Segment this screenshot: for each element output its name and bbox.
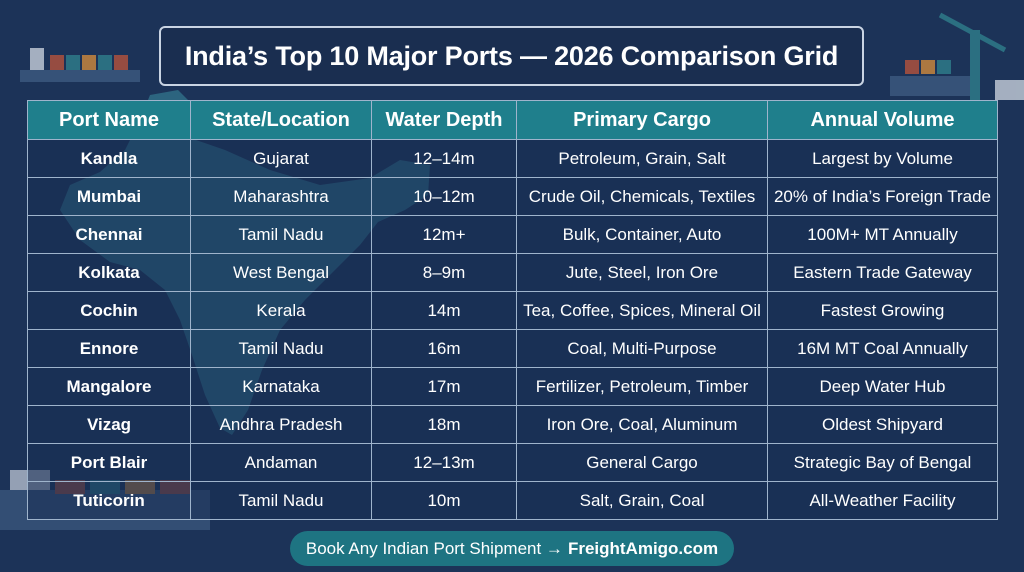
port-name-cell: Kolkata xyxy=(27,253,191,292)
depth-cell: 12m+ xyxy=(371,215,517,254)
depth-cell: 12–13m xyxy=(371,443,517,482)
table-row: Cochin Kerala 14m Tea, Coffee, Spices, M… xyxy=(27,291,998,330)
volume-cell: Deep Water Hub xyxy=(767,367,998,406)
port-name-cell: Mangalore xyxy=(27,367,191,406)
volume-cell: 100M+ MT Annually xyxy=(767,215,998,254)
state-cell: Maharashtra xyxy=(190,177,372,216)
state-cell: Andaman xyxy=(190,443,372,482)
volume-cell: 20% of India’s Foreign Trade xyxy=(767,177,998,216)
volume-cell: Strategic Bay of Bengal xyxy=(767,443,998,482)
volume-cell: 16M MT Coal Annually xyxy=(767,329,998,368)
depth-cell: 14m xyxy=(371,291,517,330)
state-cell: Tamil Nadu xyxy=(190,329,372,368)
cargo-cell: Salt, Grain, Coal xyxy=(516,481,768,520)
table-row: Kandla Gujarat 12–14m Petroleum, Grain, … xyxy=(27,139,998,178)
cargo-cell: Bulk, Container, Auto xyxy=(516,215,768,254)
state-cell: Kerala xyxy=(190,291,372,330)
cargo-cell: Jute, Steel, Iron Ore xyxy=(516,253,768,292)
state-cell: Andhra Pradesh xyxy=(190,405,372,444)
table-row: Mangalore Karnataka 17m Fertilizer, Petr… xyxy=(27,367,998,406)
port-name-cell: Port Blair xyxy=(27,443,191,482)
port-name-cell: Kandla xyxy=(27,139,191,178)
ship-illustration-top-left xyxy=(20,48,140,82)
state-cell: Gujarat xyxy=(190,139,372,178)
table-row: Vizag Andhra Pradesh 18m Iron Ore, Coal,… xyxy=(27,405,998,444)
port-name-cell: Chennai xyxy=(27,215,191,254)
table-row: Mumbai Maharashtra 10–12m Crude Oil, Che… xyxy=(27,177,998,216)
depth-cell: 12–14m xyxy=(371,139,517,178)
title-banner: India’s Top 10 Major Ports — 2026 Compar… xyxy=(159,26,864,86)
state-cell: Tamil Nadu xyxy=(190,481,372,520)
column-header-port-name: Port Name xyxy=(27,100,191,140)
cargo-cell: Petroleum, Grain, Salt xyxy=(516,139,768,178)
cargo-cell: Tea, Coffee, Spices, Mineral Oil xyxy=(516,291,768,330)
table-row: Port Blair Andaman 12–13m General Cargo … xyxy=(27,443,998,482)
depth-cell: 18m xyxy=(371,405,517,444)
state-cell: West Bengal xyxy=(190,253,372,292)
column-header-water-depth: Water Depth xyxy=(371,100,517,140)
cargo-cell: Crude Oil, Chemicals, Textiles xyxy=(516,177,768,216)
cargo-cell: Iron Ore, Coal, Aluminum xyxy=(516,405,768,444)
port-name-cell: Cochin xyxy=(27,291,191,330)
state-cell: Tamil Nadu xyxy=(190,215,372,254)
table-row: Chennai Tamil Nadu 12m+ Bulk, Container,… xyxy=(27,215,998,254)
table-row: Tuticorin Tamil Nadu 10m Salt, Grain, Co… xyxy=(27,481,998,520)
depth-cell: 16m xyxy=(371,329,517,368)
table-row: Kolkata West Bengal 8–9m Jute, Steel, Ir… xyxy=(27,253,998,292)
page-title: India’s Top 10 Major Ports — 2026 Compar… xyxy=(184,40,839,71)
port-name-cell: Tuticorin xyxy=(27,481,191,520)
cta-text: Book Any Indian Port Shipment → xyxy=(305,538,563,558)
volume-cell: Eastern Trade Gateway xyxy=(767,253,998,292)
cargo-cell: Coal, Multi-Purpose xyxy=(516,329,768,368)
cta-brand-link: FreightAmigo.com xyxy=(567,538,719,558)
table-header-row: Port Name State/Location Water Depth Pri… xyxy=(27,100,998,140)
state-cell: Karnataka xyxy=(190,367,372,406)
column-header-annual-volume: Annual Volume xyxy=(767,100,998,140)
depth-cell: 8–9m xyxy=(371,253,517,292)
cargo-cell: Fertilizer, Petroleum, Timber xyxy=(516,367,768,406)
depth-cell: 10–12m xyxy=(371,177,517,216)
port-name-cell: Vizag xyxy=(27,405,191,444)
volume-cell: Fastest Growing xyxy=(767,291,998,330)
depth-cell: 10m xyxy=(371,481,517,520)
cargo-cell: General Cargo xyxy=(516,443,768,482)
depth-cell: 17m xyxy=(371,367,517,406)
ports-comparison-table: Port Name State/Location Water Depth Pri… xyxy=(27,100,998,520)
volume-cell: Largest by Volume xyxy=(767,139,998,178)
table-row: Ennore Tamil Nadu 16m Coal, Multi-Purpos… xyxy=(27,329,998,368)
port-name-cell: Ennore xyxy=(27,329,191,368)
volume-cell: Oldest Shipyard xyxy=(767,405,998,444)
column-header-primary-cargo: Primary Cargo xyxy=(516,100,768,140)
column-header-state-location: State/Location xyxy=(190,100,372,140)
volume-cell: All-Weather Facility xyxy=(767,481,998,520)
crane-illustration-top-right xyxy=(890,12,1024,100)
book-shipment-button[interactable]: Book Any Indian Port Shipment → FreightA… xyxy=(290,531,734,566)
port-name-cell: Mumbai xyxy=(27,177,191,216)
